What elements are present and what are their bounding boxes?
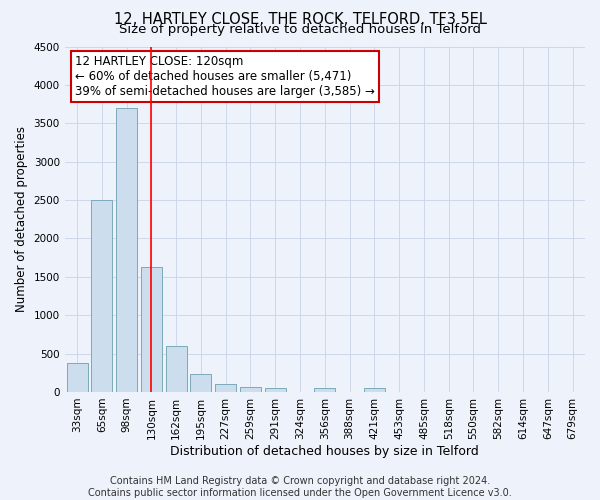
Text: 12 HARTLEY CLOSE: 120sqm
← 60% of detached houses are smaller (5,471)
39% of sem: 12 HARTLEY CLOSE: 120sqm ← 60% of detach… <box>75 55 375 98</box>
Bar <box>314 388 335 392</box>
Bar <box>67 363 88 392</box>
Bar <box>265 388 286 392</box>
Bar <box>116 108 137 392</box>
Text: Size of property relative to detached houses in Telford: Size of property relative to detached ho… <box>119 22 481 36</box>
X-axis label: Distribution of detached houses by size in Telford: Distribution of detached houses by size … <box>170 444 479 458</box>
Bar <box>166 346 187 392</box>
Text: 12, HARTLEY CLOSE, THE ROCK, TELFORD, TF3 5EL: 12, HARTLEY CLOSE, THE ROCK, TELFORD, TF… <box>113 12 487 26</box>
Bar <box>141 267 162 392</box>
Bar <box>190 374 211 392</box>
Text: Contains HM Land Registry data © Crown copyright and database right 2024.
Contai: Contains HM Land Registry data © Crown c… <box>88 476 512 498</box>
Y-axis label: Number of detached properties: Number of detached properties <box>15 126 28 312</box>
Bar <box>215 384 236 392</box>
Bar <box>364 388 385 392</box>
Bar <box>91 200 112 392</box>
Bar <box>240 388 261 392</box>
